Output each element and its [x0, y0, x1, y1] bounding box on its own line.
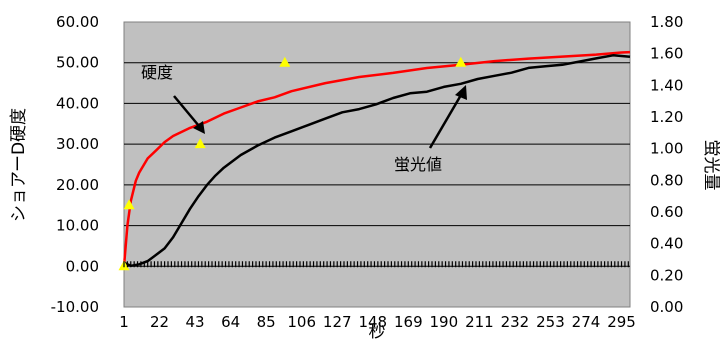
x-tick-label: 22 [150, 313, 169, 331]
x-tick-label: 295 [607, 313, 636, 331]
x-tick-label: 85 [257, 313, 276, 331]
series-line-hardness [122, 50, 631, 267]
y-left-tick-label: 30.00 [56, 135, 99, 153]
annotation-fluorescence-label: 蛍光値 [394, 155, 442, 174]
x-axis-title: 秒 [369, 322, 386, 342]
y-left-tick-label: 0.00 [66, 257, 99, 275]
y-right-tick-label: 0.40 [650, 235, 683, 253]
x-tick-label: 169 [394, 313, 423, 331]
marker-hardness-markers [194, 138, 206, 149]
y-right-tick-label: 1.80 [650, 13, 683, 31]
x-tick-label: 127 [323, 313, 352, 331]
x-tick-label: 253 [536, 313, 565, 331]
marker-layer [118, 56, 629, 271]
annotation-hardness-arrow [173, 95, 200, 127]
y-right-tick-label: 1.00 [650, 140, 683, 158]
x-axis-ticks: 1 22 43 64 85 106 127 148 169 190 211 232 253 274 295 [119, 313, 636, 331]
y-right-tick-label: 1.20 [650, 108, 683, 126]
x-tick-label: 106 [287, 313, 316, 331]
y-left-tick-label: -10.00 [51, 298, 99, 316]
y-right-tick-label: 0.20 [650, 266, 683, 284]
x-tick-label: 274 [572, 313, 601, 331]
left-axis-ticks: 60.00 50.00 40.00 30.00 20.00 10.00 0.00 -10.00 [51, 13, 99, 316]
x-tick-label: 148 [358, 313, 387, 331]
series-line-fluorescence [123, 54, 631, 268]
annotation-hardness-label: 硬度 [141, 63, 173, 82]
y-left-tick-label: 60.00 [56, 13, 99, 31]
x-tick-label: 232 [501, 313, 530, 331]
y-right-tick-label: 0.80 [650, 171, 683, 189]
right-axis-ticks: 1.80 1.60 1.40 1.20 1.00 0.80 0.60 0.40 0.20 0.00 [650, 13, 683, 316]
y-left-title: ショアーD硬度 [9, 108, 29, 222]
y-right-tick-label: 0.60 [650, 203, 683, 221]
y-right-tick-label: 1.60 [650, 45, 683, 63]
y-left-tick-label: 40.00 [56, 94, 99, 112]
annotation-fluorescence-arrow [428, 94, 463, 149]
x-tick-label: 1 [119, 313, 129, 331]
plot-area [123, 21, 631, 308]
x-tick-label: 43 [186, 313, 205, 331]
x-tick-label: 190 [430, 313, 459, 331]
x-tick-label: 211 [465, 313, 494, 331]
marker-hardness-markers [123, 199, 135, 210]
annotation-fluorescence-arrowhead [455, 85, 467, 100]
y-right-title: 蛍光量 [701, 140, 720, 191]
y-right-tick-label: 0.00 [650, 298, 683, 316]
annotation-hardness-arrowhead [193, 121, 205, 134]
y-left-tick-label: 10.00 [56, 217, 99, 235]
y-right-tick-label: 1.40 [650, 76, 683, 94]
x-tick-label: 64 [221, 313, 240, 331]
marker-hardness-markers [455, 56, 467, 67]
marker-hardness-markers [279, 56, 291, 67]
y-left-tick-label: 20.00 [56, 176, 99, 194]
y-left-tick-label: 50.00 [56, 54, 99, 72]
